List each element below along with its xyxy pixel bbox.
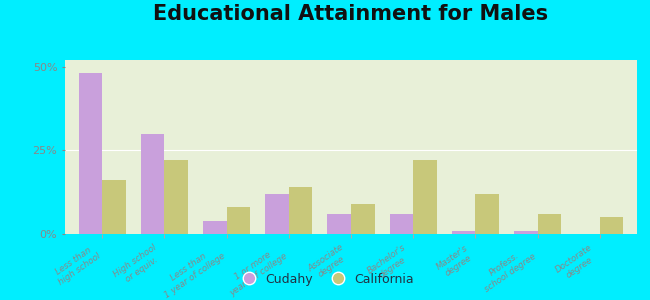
Bar	[600, 217, 623, 234]
Bar	[351, 204, 374, 234]
Legend: Cudahy, California: Cudahy, California	[231, 268, 419, 291]
Bar	[164, 160, 188, 234]
Bar	[475, 194, 499, 234]
Bar	[514, 231, 538, 234]
Bar	[227, 207, 250, 234]
Bar	[265, 194, 289, 234]
Bar	[389, 214, 413, 234]
Bar	[328, 214, 351, 234]
Title: Educational Attainment for Males: Educational Attainment for Males	[153, 4, 549, 24]
Bar	[538, 214, 561, 234]
Bar	[141, 134, 164, 234]
Bar	[289, 187, 313, 234]
Bar	[452, 231, 475, 234]
Bar	[203, 220, 227, 234]
Bar	[102, 181, 126, 234]
Bar	[413, 160, 437, 234]
Bar	[79, 74, 102, 234]
